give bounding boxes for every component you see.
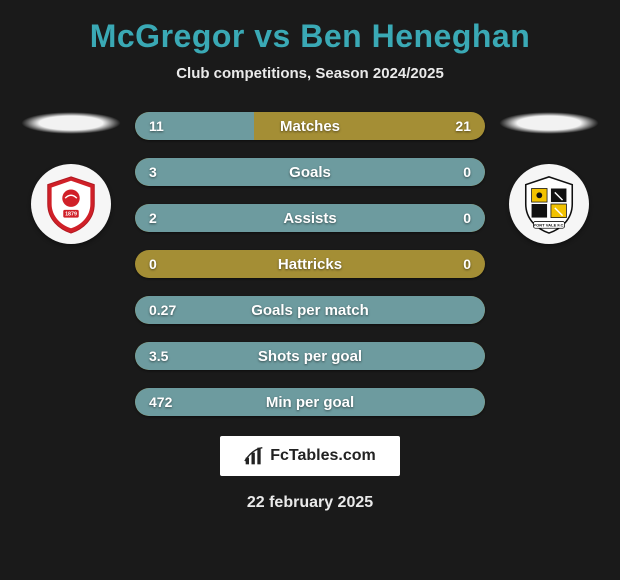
stat-label: Assists	[135, 210, 485, 227]
stat-bar-min-per-goal: 472 Min per goal	[135, 388, 485, 416]
port-vale-crest-icon: PORT VALE F.C.	[518, 173, 580, 235]
swindon-crest-icon: 1879	[40, 173, 102, 235]
stat-right-value: 0	[463, 210, 471, 226]
page-title: McGregor vs Ben Heneghan	[0, 18, 620, 55]
stat-right-value: 0	[463, 164, 471, 180]
brand-logo: FcTables.com	[220, 436, 400, 476]
bar-chart-icon	[244, 446, 264, 466]
stat-label: Goals per match	[135, 302, 485, 319]
stat-bar-matches: 11 Matches 21	[135, 112, 485, 140]
left-crest-column: 1879	[21, 112, 121, 244]
left-club-crest: 1879	[31, 164, 111, 244]
stat-bar-goals: 3 Goals 0	[135, 158, 485, 186]
brand-text: FcTables.com	[270, 447, 376, 465]
left-shadow	[21, 112, 121, 134]
stat-bar-goals-per-match: 0.27 Goals per match	[135, 296, 485, 324]
stat-bar-hattricks: 0 Hattricks 0	[135, 250, 485, 278]
stat-label: Goals	[135, 164, 485, 181]
page-subtitle: Club competitions, Season 2024/2025	[0, 65, 620, 82]
stat-bar-shots-per-goal: 3.5 Shots per goal	[135, 342, 485, 370]
stat-label: Shots per goal	[135, 348, 485, 365]
footer-date: 22 february 2025	[0, 494, 620, 512]
svg-text:1879: 1879	[65, 212, 77, 218]
svg-text:PORT VALE F.C.: PORT VALE F.C.	[533, 222, 564, 227]
stat-right-value: 21	[455, 118, 471, 134]
stat-label: Min per goal	[135, 394, 485, 411]
header: McGregor vs Ben Heneghan Club competitio…	[0, 0, 620, 88]
stats-column: 11 Matches 21 3 Goals 0 2 Assists 0 0 Ha…	[135, 112, 485, 416]
right-club-crest: PORT VALE F.C.	[509, 164, 589, 244]
stat-bar-assists: 2 Assists 0	[135, 204, 485, 232]
right-crest-column: PORT VALE F.C.	[499, 112, 599, 244]
stat-label: Matches	[135, 118, 485, 135]
content-row: 1879 11 Matches 21 3 Goals 0 2 Assists 0…	[0, 112, 620, 416]
right-shadow	[499, 112, 599, 134]
stat-right-value: 0	[463, 256, 471, 272]
stat-label: Hattricks	[135, 256, 485, 273]
